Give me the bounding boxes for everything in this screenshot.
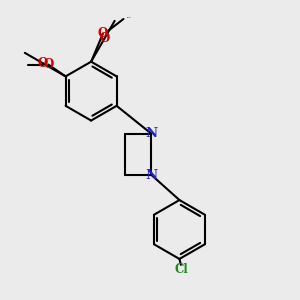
Text: N: N (146, 127, 158, 140)
Text: O: O (99, 32, 110, 45)
Text: Cl: Cl (174, 263, 188, 276)
Text: N: N (146, 169, 158, 182)
Text: O: O (43, 58, 53, 71)
Text: O: O (38, 57, 48, 70)
Text: O: O (98, 27, 108, 40)
Text: methyl: methyl (126, 17, 131, 18)
